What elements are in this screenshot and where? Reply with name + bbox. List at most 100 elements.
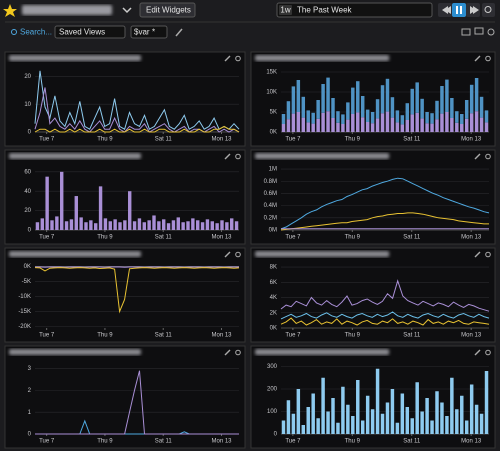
bar: [296, 80, 301, 112]
settings-icon[interactable]: [487, 28, 495, 36]
bar: [474, 404, 479, 434]
y-tick-label: 0: [28, 130, 32, 136]
bar: [380, 113, 385, 132]
bar: [440, 86, 444, 114]
bar: [108, 221, 112, 230]
bar: [98, 186, 103, 230]
bar: [196, 220, 200, 230]
x-tick-label: Thu 9: [97, 235, 113, 241]
bar: [296, 112, 301, 132]
tv-icon[interactable]: [474, 27, 484, 35]
variable-dropdown[interactable]: [130, 25, 168, 39]
bar: [460, 395, 464, 434]
bar: [365, 122, 370, 132]
bar: [176, 217, 180, 230]
widget-title: [255, 349, 390, 355]
bar: [186, 221, 190, 230]
series-line: [34, 70, 240, 130]
bar: [35, 222, 40, 230]
x-tick-label: Tue 7: [39, 137, 55, 143]
settings-icon: [235, 349, 241, 356]
y-tick-label: 300: [267, 364, 278, 370]
x-tick-label: Mon 13: [212, 439, 233, 445]
y-tick-label: 20: [24, 208, 31, 214]
x-tick-label: Mon 13: [461, 333, 482, 339]
y-tick-label: 0K: [270, 130, 277, 136]
bar: [395, 110, 400, 123]
edit-variables-icon[interactable]: [175, 28, 183, 37]
title-caret[interactable]: [122, 7, 132, 14]
bar: [336, 111, 340, 123]
bar: [40, 218, 44, 230]
bar: [395, 122, 400, 132]
bar: [370, 409, 375, 434]
edit-widgets-button[interactable]: [139, 2, 196, 18]
search-field[interactable]: Search...: [20, 28, 52, 37]
x-tick-label: Sat 11: [403, 137, 421, 143]
bar: [316, 418, 320, 434]
bar: [286, 101, 291, 120]
bar: [430, 113, 434, 124]
bar: [162, 219, 166, 230]
pause-button[interactable]: [452, 3, 466, 17]
y-tick-label: 1: [28, 410, 32, 416]
bar: [64, 221, 69, 230]
bar: [455, 409, 459, 434]
keyboard-icon[interactable]: [461, 28, 471, 36]
time-range-picker[interactable]: [276, 2, 433, 18]
saved-views-dropdown[interactable]: [54, 25, 126, 39]
bar: [435, 391, 439, 434]
y-tick-label: 20: [24, 74, 31, 80]
widget-title: [9, 349, 141, 355]
y-tick-label: -20K: [18, 324, 31, 330]
bar: [171, 220, 176, 230]
bar: [351, 416, 355, 434]
widget-title: [9, 251, 141, 257]
y-tick-label: 0M: [269, 228, 277, 234]
bar: [321, 84, 325, 113]
widget-title: [255, 251, 390, 257]
bar: [450, 98, 454, 118]
bar: [360, 420, 365, 434]
x-tick-label: Sat 11: [155, 235, 173, 241]
bar: [445, 79, 449, 112]
x-tick-label: Tue 7: [285, 333, 301, 339]
edit-icon: [474, 55, 481, 62]
x-tick-label: Mon 13: [212, 333, 233, 339]
x-tick-label: Tue 7: [285, 235, 301, 241]
series-line: [280, 177, 490, 230]
bar: [405, 103, 410, 120]
bar: [286, 400, 291, 434]
x-tick-label: Mon 13: [461, 235, 482, 241]
x-tick-label: Sat 11: [155, 333, 173, 339]
zoom-button[interactable]: [482, 3, 495, 17]
bar: [55, 216, 59, 230]
favorite-star[interactable]: [3, 4, 17, 17]
bar: [346, 102, 350, 120]
bar: [326, 111, 330, 132]
x-tick-label: Thu 9: [345, 333, 361, 339]
bar: [370, 112, 375, 124]
bar: [123, 220, 127, 230]
bar: [400, 115, 405, 125]
bar: [215, 223, 219, 230]
y-tick-label: 0K: [270, 326, 277, 332]
bar: [410, 418, 414, 434]
bar: [360, 96, 365, 118]
widget-title: [9, 153, 141, 159]
bar: [440, 402, 444, 434]
edit-icon: [474, 153, 481, 160]
bar: [200, 222, 205, 230]
bar: [425, 112, 429, 124]
bar: [205, 219, 210, 230]
range-short: 1w: [280, 6, 290, 15]
x-tick-label: Thu 9: [345, 137, 361, 143]
bar: [375, 118, 380, 132]
y-tick-label: -15K: [18, 309, 31, 315]
y-tick-label: 8K: [270, 265, 277, 271]
series-line: [34, 125, 240, 133]
settings-icon: [235, 55, 241, 62]
pause-icon: [456, 6, 462, 14]
bar: [341, 114, 345, 124]
bar: [306, 122, 310, 132]
